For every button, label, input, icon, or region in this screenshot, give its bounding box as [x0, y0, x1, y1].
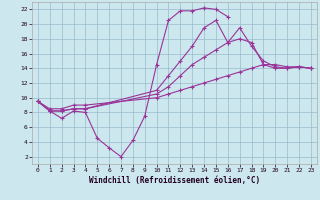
X-axis label: Windchill (Refroidissement éolien,°C): Windchill (Refroidissement éolien,°C): [89, 176, 260, 185]
